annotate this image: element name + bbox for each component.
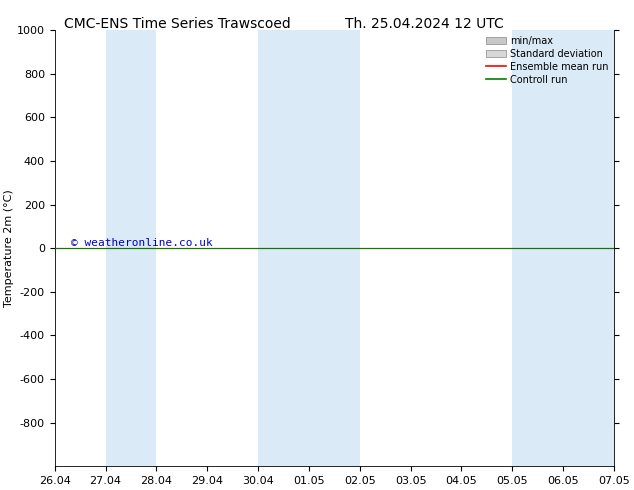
Text: Th. 25.04.2024 12 UTC: Th. 25.04.2024 12 UTC — [346, 17, 504, 31]
Y-axis label: Temperature 2m (°C): Temperature 2m (°C) — [4, 189, 14, 307]
Legend: min/max, Standard deviation, Ensemble mean run, Controll run: min/max, Standard deviation, Ensemble me… — [482, 32, 612, 89]
Text: © weatheronline.co.uk: © weatheronline.co.uk — [72, 238, 213, 248]
Text: CMC-ENS Time Series Trawscoed: CMC-ENS Time Series Trawscoed — [64, 17, 291, 31]
Bar — [258, 30, 359, 466]
Bar — [512, 30, 614, 466]
Bar — [105, 30, 157, 466]
